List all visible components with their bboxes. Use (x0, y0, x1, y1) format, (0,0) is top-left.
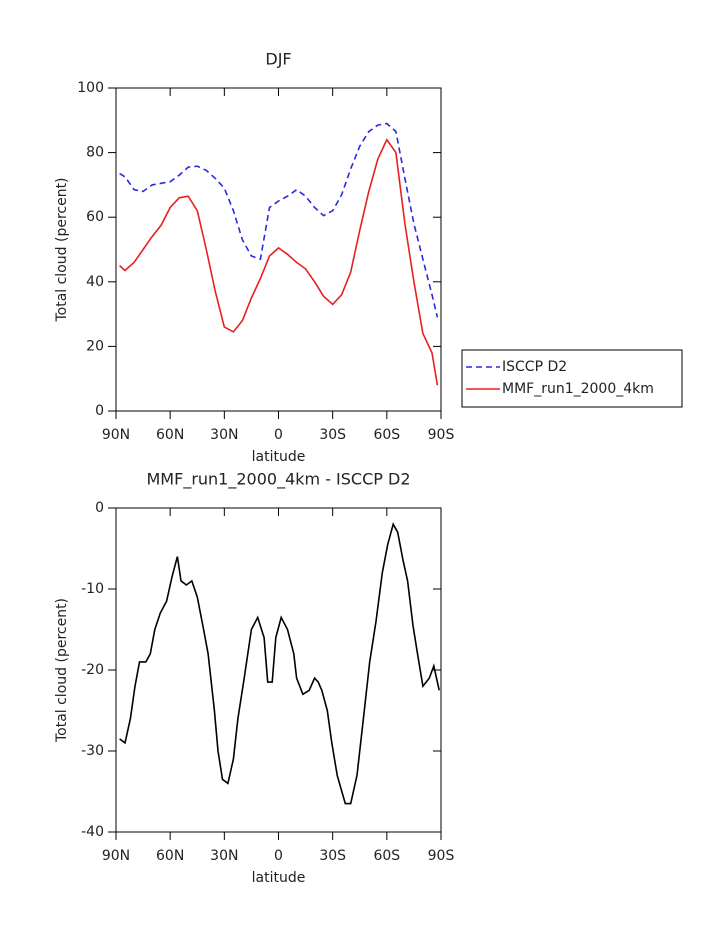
plot-frame (115, 507, 442, 833)
data-line (119, 138, 439, 386)
x-tick-label: 90S (428, 427, 455, 443)
y-tick-label: 100 (77, 80, 104, 96)
y-tick-label: -20 (81, 662, 104, 678)
chart-title: MMF_run1_2000_4km - ISCCP D2 (147, 470, 411, 490)
x-tick-label: 30N (210, 427, 238, 443)
legend-label: MMF_run1_2000_4km (502, 381, 654, 397)
y-tick-label: 40 (86, 274, 104, 290)
chart-title: DJF (265, 50, 291, 69)
y-tick-label: 20 (86, 338, 104, 354)
y-tick-label: 80 (86, 145, 104, 161)
x-tick-label: 30S (319, 427, 346, 443)
x-tick-label: 30S (319, 848, 346, 864)
y-axis-label: Total cloud (percent) (54, 177, 70, 322)
data-line (119, 122, 439, 318)
y-tick-label: -40 (81, 824, 104, 840)
x-tick-label: 60S (373, 848, 400, 864)
x-tick-label: 90S (428, 848, 455, 864)
x-tick-label: 60N (156, 427, 184, 443)
y-tick-label: 0 (95, 403, 104, 419)
y-tick-label: -30 (81, 743, 104, 759)
plot-frame (115, 87, 442, 412)
y-tick-label: 60 (86, 209, 104, 225)
y-axis-label: Total cloud (percent) (54, 598, 70, 743)
x-axis-label: latitude (252, 870, 306, 886)
x-tick-label: 60N (156, 848, 184, 864)
x-tick-label: 90N (102, 848, 130, 864)
x-tick-label: 0 (274, 848, 283, 864)
x-tick-label: 60S (373, 427, 400, 443)
legend-box (461, 349, 683, 408)
data-line (119, 522, 440, 805)
legend-label: ISCCP D2 (502, 359, 567, 375)
x-tick-label: 90N (102, 427, 130, 443)
x-tick-label: 30N (210, 848, 238, 864)
y-tick-label: -10 (81, 581, 104, 597)
x-axis-label: latitude (252, 449, 306, 465)
x-tick-label: 0 (274, 427, 283, 443)
y-tick-label: 0 (95, 500, 104, 516)
